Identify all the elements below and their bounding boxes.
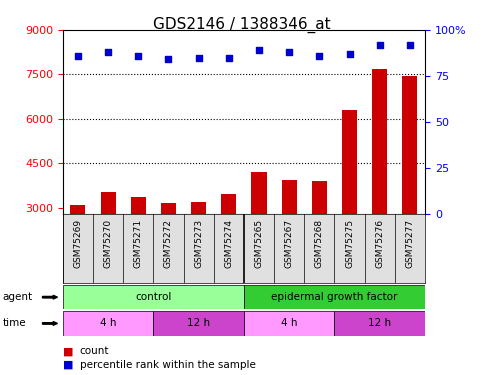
Point — [315, 53, 323, 59]
Text: epidermal growth factor: epidermal growth factor — [271, 292, 398, 302]
Text: GSM75277: GSM75277 — [405, 219, 414, 268]
Bar — [161, 203, 176, 214]
Bar — [221, 195, 236, 214]
Bar — [63, 285, 244, 309]
Text: 12 h: 12 h — [368, 318, 391, 328]
Text: time: time — [2, 318, 26, 328]
Bar — [71, 205, 85, 214]
Point — [195, 55, 202, 61]
Point — [165, 56, 172, 62]
Point — [74, 53, 82, 59]
Text: GSM75270: GSM75270 — [103, 219, 113, 268]
Bar — [131, 198, 146, 214]
Bar — [282, 180, 297, 214]
Point — [346, 51, 354, 57]
Text: GSM75269: GSM75269 — [73, 219, 83, 268]
Point — [134, 53, 142, 59]
Text: GSM75267: GSM75267 — [284, 219, 294, 268]
Text: GSM75272: GSM75272 — [164, 219, 173, 268]
Text: ■: ■ — [63, 346, 73, 356]
Text: GSM75265: GSM75265 — [255, 219, 264, 268]
Bar — [342, 110, 357, 214]
Point — [376, 42, 384, 48]
Text: 12 h: 12 h — [187, 318, 210, 328]
Bar — [312, 181, 327, 214]
Bar — [63, 311, 154, 336]
Text: GSM75273: GSM75273 — [194, 219, 203, 268]
Point — [255, 47, 263, 53]
Text: agent: agent — [2, 292, 32, 302]
Bar — [244, 311, 334, 336]
Text: GSM75274: GSM75274 — [224, 219, 233, 268]
Text: control: control — [135, 292, 171, 302]
Text: ■: ■ — [63, 360, 73, 369]
Bar — [244, 285, 425, 309]
Bar — [191, 202, 206, 214]
Text: GSM75275: GSM75275 — [345, 219, 354, 268]
Point — [285, 49, 293, 55]
Bar — [372, 69, 387, 214]
Text: percentile rank within the sample: percentile rank within the sample — [80, 360, 256, 369]
Bar — [100, 192, 115, 214]
Bar — [154, 311, 244, 336]
Point — [104, 49, 112, 55]
Point — [225, 55, 233, 61]
Text: 4 h: 4 h — [100, 318, 116, 328]
Text: GDS2146 / 1388346_at: GDS2146 / 1388346_at — [153, 17, 330, 33]
Text: GSM75276: GSM75276 — [375, 219, 384, 268]
Text: 4 h: 4 h — [281, 318, 298, 328]
Bar — [402, 76, 417, 214]
Point — [406, 42, 414, 48]
Bar — [252, 172, 267, 214]
Text: GSM75268: GSM75268 — [315, 219, 324, 268]
Text: count: count — [80, 346, 109, 356]
Bar — [335, 311, 425, 336]
Text: GSM75271: GSM75271 — [134, 219, 143, 268]
